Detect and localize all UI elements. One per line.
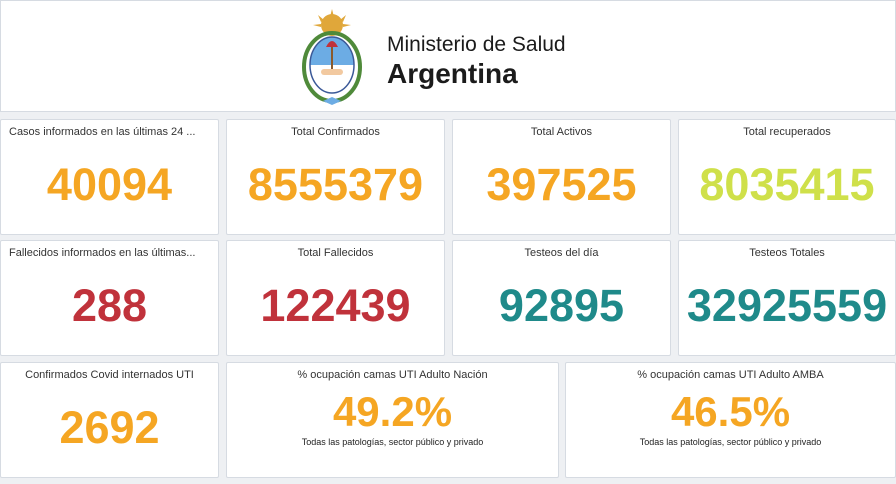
metric-label: Total Fallecidos bbox=[297, 247, 374, 259]
metric-value: 32925559 bbox=[686, 280, 888, 331]
card-casos-24h: Casos informados en las últimas 24 ... 4… bbox=[0, 119, 219, 235]
org-country: Argentina bbox=[387, 58, 518, 89]
metric-value: 46.5% bbox=[670, 388, 791, 435]
metric-label: Total Activos bbox=[530, 126, 593, 138]
metric-note: Todas las patologías, sector público y p… bbox=[639, 437, 822, 447]
metric-label: % ocupación camas UTI Adulto Nación bbox=[297, 369, 488, 381]
metric-label: Confirmados Covid internados UTI bbox=[25, 369, 194, 381]
metric-label: % ocupación camas UTI Adulto AMBA bbox=[637, 369, 824, 381]
card-fallecidos-24h: Fallecidos informados en las últimas... … bbox=[0, 240, 219, 356]
metric-label: Testeos del día bbox=[524, 247, 599, 259]
metric-value: 92895 bbox=[498, 280, 625, 331]
card-testeos-dia: Testeos del día 92895 bbox=[452, 240, 671, 356]
metric-label: Fallecidos informados en las últimas... bbox=[9, 247, 196, 259]
org-name: Ministerio de Salud bbox=[387, 33, 566, 56]
metric-label: Testeos Totales bbox=[749, 247, 825, 259]
card-total-activos: Total Activos 397525 bbox=[452, 119, 671, 235]
card-ocupacion-nacion: % ocupación camas UTI Adulto Nación 49.2… bbox=[226, 362, 559, 478]
card-internados-uti: Confirmados Covid internados UTI 2692 bbox=[0, 362, 219, 478]
metric-value: 288 bbox=[71, 280, 148, 331]
metric-value: 49.2% bbox=[332, 388, 453, 435]
card-ocupacion-amba: % ocupación camas UTI Adulto AMBA 46.5% … bbox=[565, 362, 896, 478]
metric-value: 40094 bbox=[46, 159, 173, 210]
metric-value: 8555379 bbox=[247, 159, 424, 210]
metric-label: Total recuperados bbox=[743, 126, 831, 138]
metric-label: Casos informados en las últimas 24 ... bbox=[9, 126, 196, 138]
header-banner: Ministerio de Salud Argentina bbox=[0, 0, 896, 112]
metric-note: Todas las patologías, sector público y p… bbox=[301, 437, 484, 447]
card-total-recuperados: Total recuperados 8035415 bbox=[678, 119, 896, 235]
metric-value: 397525 bbox=[486, 159, 637, 210]
card-testeos-totales: Testeos Totales 32925559 bbox=[678, 240, 896, 356]
escudo-argentina-icon bbox=[302, 9, 362, 105]
metric-label: Total Confirmados bbox=[291, 126, 380, 138]
metric-value: 8035415 bbox=[699, 159, 875, 210]
metric-value: 122439 bbox=[260, 280, 411, 331]
metric-value: 2692 bbox=[59, 402, 160, 453]
card-total-fallecidos: Total Fallecidos 122439 bbox=[226, 240, 445, 356]
card-total-confirmados: Total Confirmados 8555379 bbox=[226, 119, 445, 235]
